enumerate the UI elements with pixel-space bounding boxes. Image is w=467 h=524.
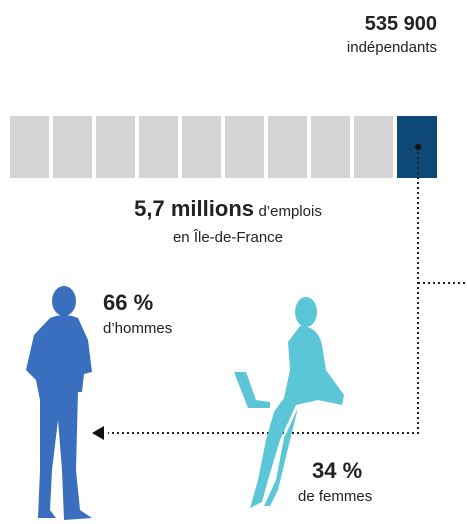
square bbox=[268, 116, 307, 178]
arrow-head bbox=[92, 426, 104, 440]
women-label: de femmes bbox=[298, 488, 372, 505]
square bbox=[53, 116, 92, 178]
total-place: en Île-de-France bbox=[173, 229, 283, 246]
women-value: 34 % bbox=[312, 458, 362, 483]
dotted-line bbox=[108, 147, 419, 434]
square bbox=[354, 116, 393, 178]
square bbox=[182, 116, 221, 178]
square bbox=[311, 116, 350, 178]
total-value: 5,7 millions bbox=[134, 196, 254, 221]
square bbox=[10, 116, 49, 178]
square bbox=[225, 116, 264, 178]
total-line: 5,7 millions d’emplois bbox=[134, 196, 322, 221]
square bbox=[139, 116, 178, 178]
man-silhouette bbox=[26, 286, 92, 520]
highlight-label: indépendants bbox=[347, 39, 437, 56]
square bbox=[96, 116, 135, 178]
total-label: d’emplois bbox=[258, 203, 321, 220]
connectors bbox=[108, 147, 467, 434]
men-label: d’hommes bbox=[103, 320, 172, 337]
squares bbox=[10, 116, 437, 178]
men-value: 66 % bbox=[103, 290, 153, 315]
dot bbox=[415, 144, 421, 150]
woman-silhouette bbox=[234, 297, 344, 508]
highlight-value: 535 900 bbox=[365, 13, 437, 35]
